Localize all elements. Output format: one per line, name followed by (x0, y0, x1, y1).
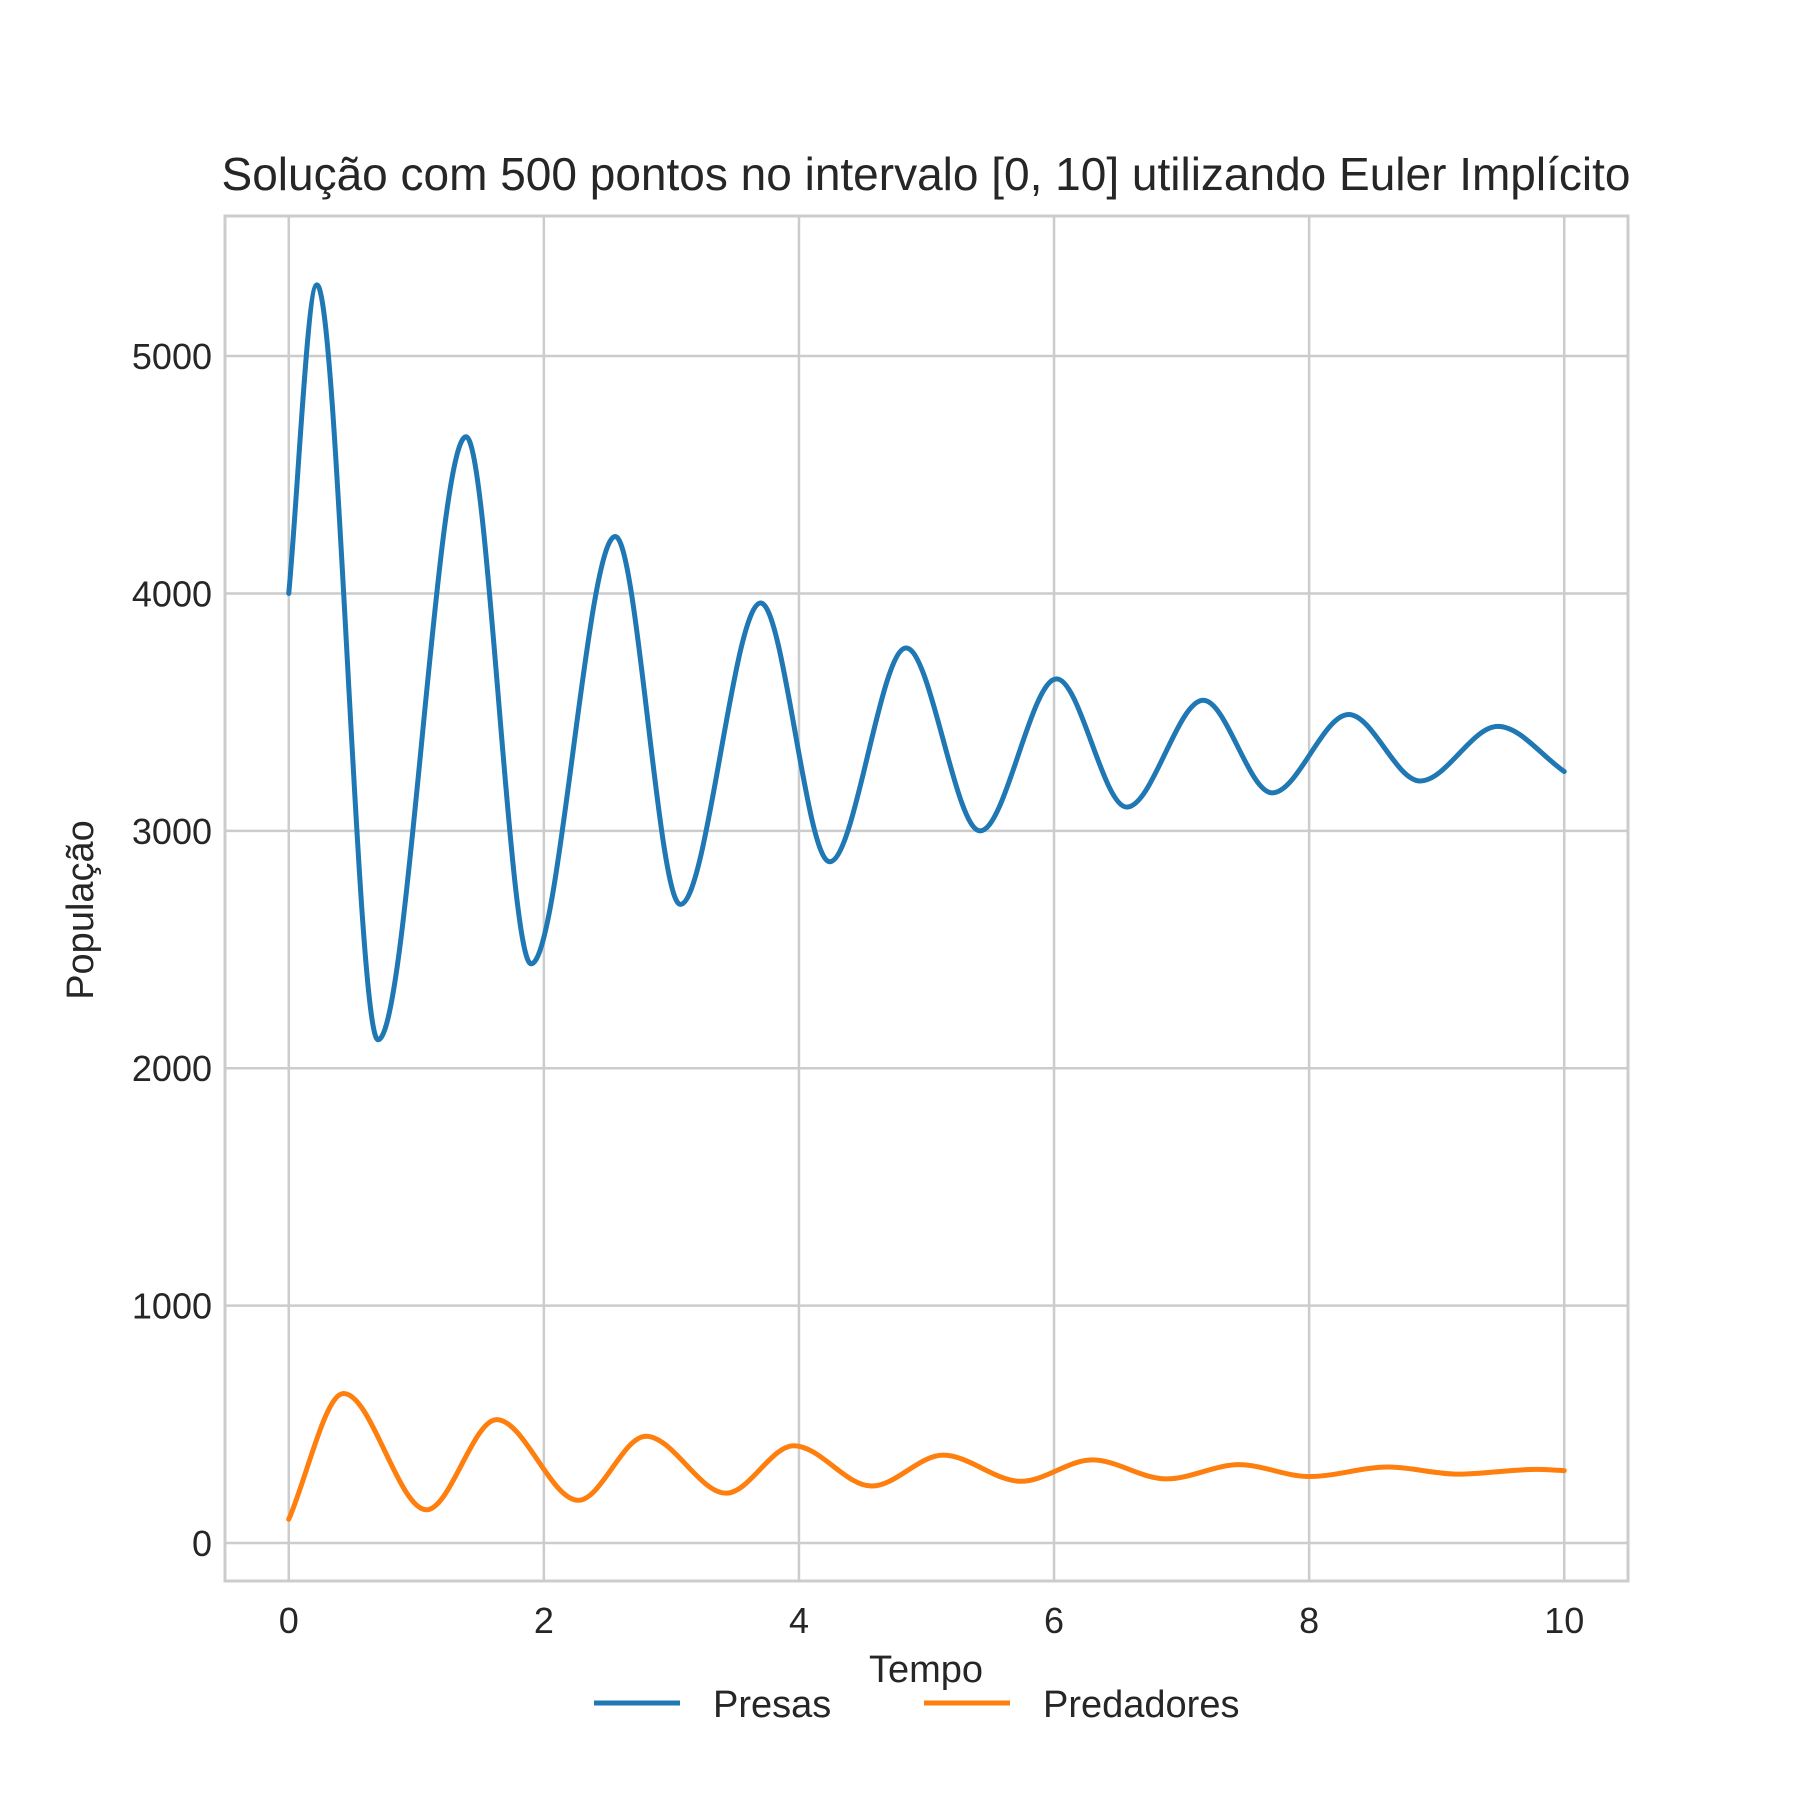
series-layer (286, 282, 1567, 1522)
legend: Presas Predadores (594, 1684, 1239, 1726)
plot-frame (223, 214, 1630, 1583)
tick-labels: 0 2 4 6 8 10 0 1000 2000 3000 4000 5000 (132, 336, 1584, 1641)
y-tick-label: 4000 (132, 573, 212, 614)
grid (225, 216, 1628, 1581)
legend-label-presas: Presas (713, 1684, 831, 1726)
series-line-predadores (286, 1390, 1567, 1522)
x-tick-label: 4 (789, 1600, 809, 1641)
y-tick-label: 2000 (132, 1048, 212, 1089)
x-axis-label: Tempo (869, 1649, 983, 1691)
x-tick-label: 8 (1299, 1600, 1319, 1641)
x-tick-label: 2 (534, 1600, 554, 1641)
y-axis-label: População (60, 820, 102, 1000)
legend-label-predadores: Predadores (1043, 1684, 1239, 1726)
y-tick-label: 5000 (132, 336, 212, 377)
x-tick-label: 10 (1544, 1600, 1584, 1641)
chart-title: Solução com 500 pontos no intervalo [0, … (222, 148, 1631, 200)
y-tick-label: 3000 (132, 811, 212, 852)
series-line-presas (286, 282, 1567, 1043)
x-tick-label: 0 (279, 1600, 299, 1641)
x-tick-label: 6 (1044, 1600, 1064, 1641)
y-tick-label: 0 (192, 1523, 212, 1564)
y-tick-label: 1000 (132, 1286, 212, 1327)
